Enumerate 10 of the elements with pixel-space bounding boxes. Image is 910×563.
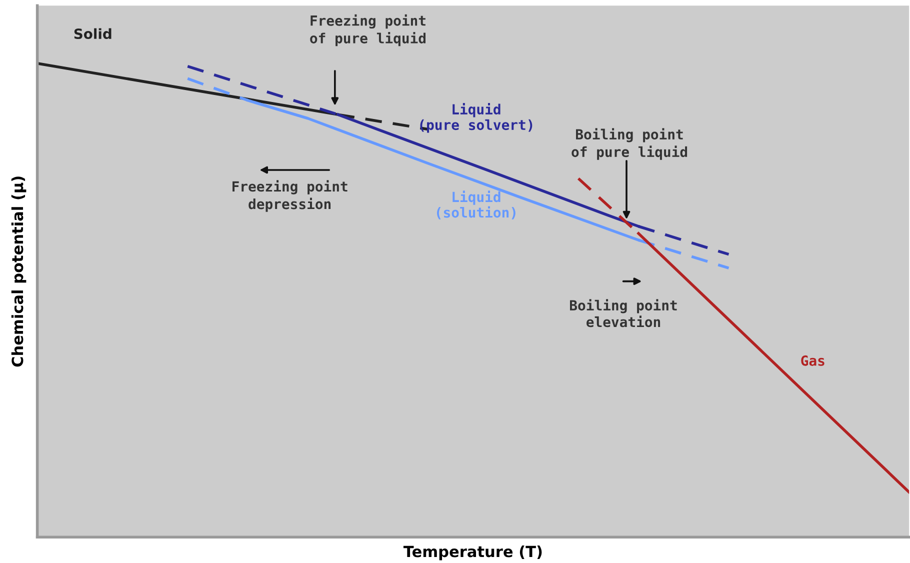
series-label: Gas <box>801 355 824 366</box>
x-axis-title: Temperature (T) <box>403 545 542 560</box>
series-label: Liquid (solution) <box>436 190 516 220</box>
y-axis-title: Chemical potential (μ) <box>11 176 26 367</box>
series-label: Liquid (pure solvert) <box>420 103 532 133</box>
annotation: Freezing point depression <box>232 180 348 212</box>
text: Freezing point of pure liquid <box>310 14 426 46</box>
annotation: Boiling point elevation <box>570 299 677 328</box>
text: Solid <box>74 28 112 40</box>
annotation: Boiling point of pure liquid <box>572 128 688 160</box>
